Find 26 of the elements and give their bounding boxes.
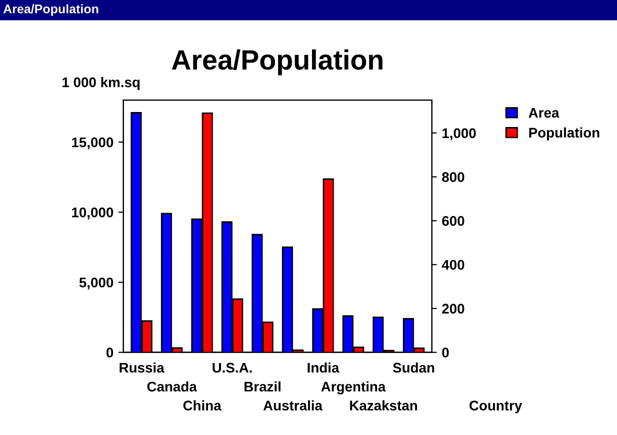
y2-tick-label: 800 [442, 172, 464, 182]
x-tick-label: U.S.A. [212, 362, 252, 373]
y2-tick-label: 200 [442, 304, 464, 314]
y-tick-label: 15,000 [72, 137, 114, 150]
x-tick-label: India [308, 362, 340, 373]
y-tick-label: 10,000 [72, 208, 114, 220]
y-axis-title: 1 000 km.sq [62, 77, 140, 90]
legend-label: Population [529, 127, 600, 140]
x-tick-label: Sudan [392, 362, 434, 373]
y-tick-label: 0 [106, 348, 114, 358]
x-tick-label: Kazakstan [350, 400, 418, 410]
x-axis-title: Country [469, 400, 522, 414]
legend-label: Area [528, 108, 560, 118]
y2-tick-label: 1,000 [442, 128, 476, 140]
chart-title: Area/Population [172, 49, 382, 76]
y2-tick-label: 0 [442, 348, 449, 358]
y-tick-label: 5,000 [79, 278, 114, 290]
x-tick-label: Argentina [321, 381, 386, 394]
x-tick-label: Australia [263, 400, 323, 410]
y2-tick-label: 600 [442, 216, 464, 226]
x-tick-label: China [183, 400, 222, 410]
x-tick-label: Russia [120, 362, 164, 373]
x-tick-label: Brazil [244, 381, 280, 392]
y2-tick-label: 400 [442, 260, 464, 270]
text: Area/Population [3, 4, 98, 16]
x-tick-label: Canada [147, 381, 197, 392]
